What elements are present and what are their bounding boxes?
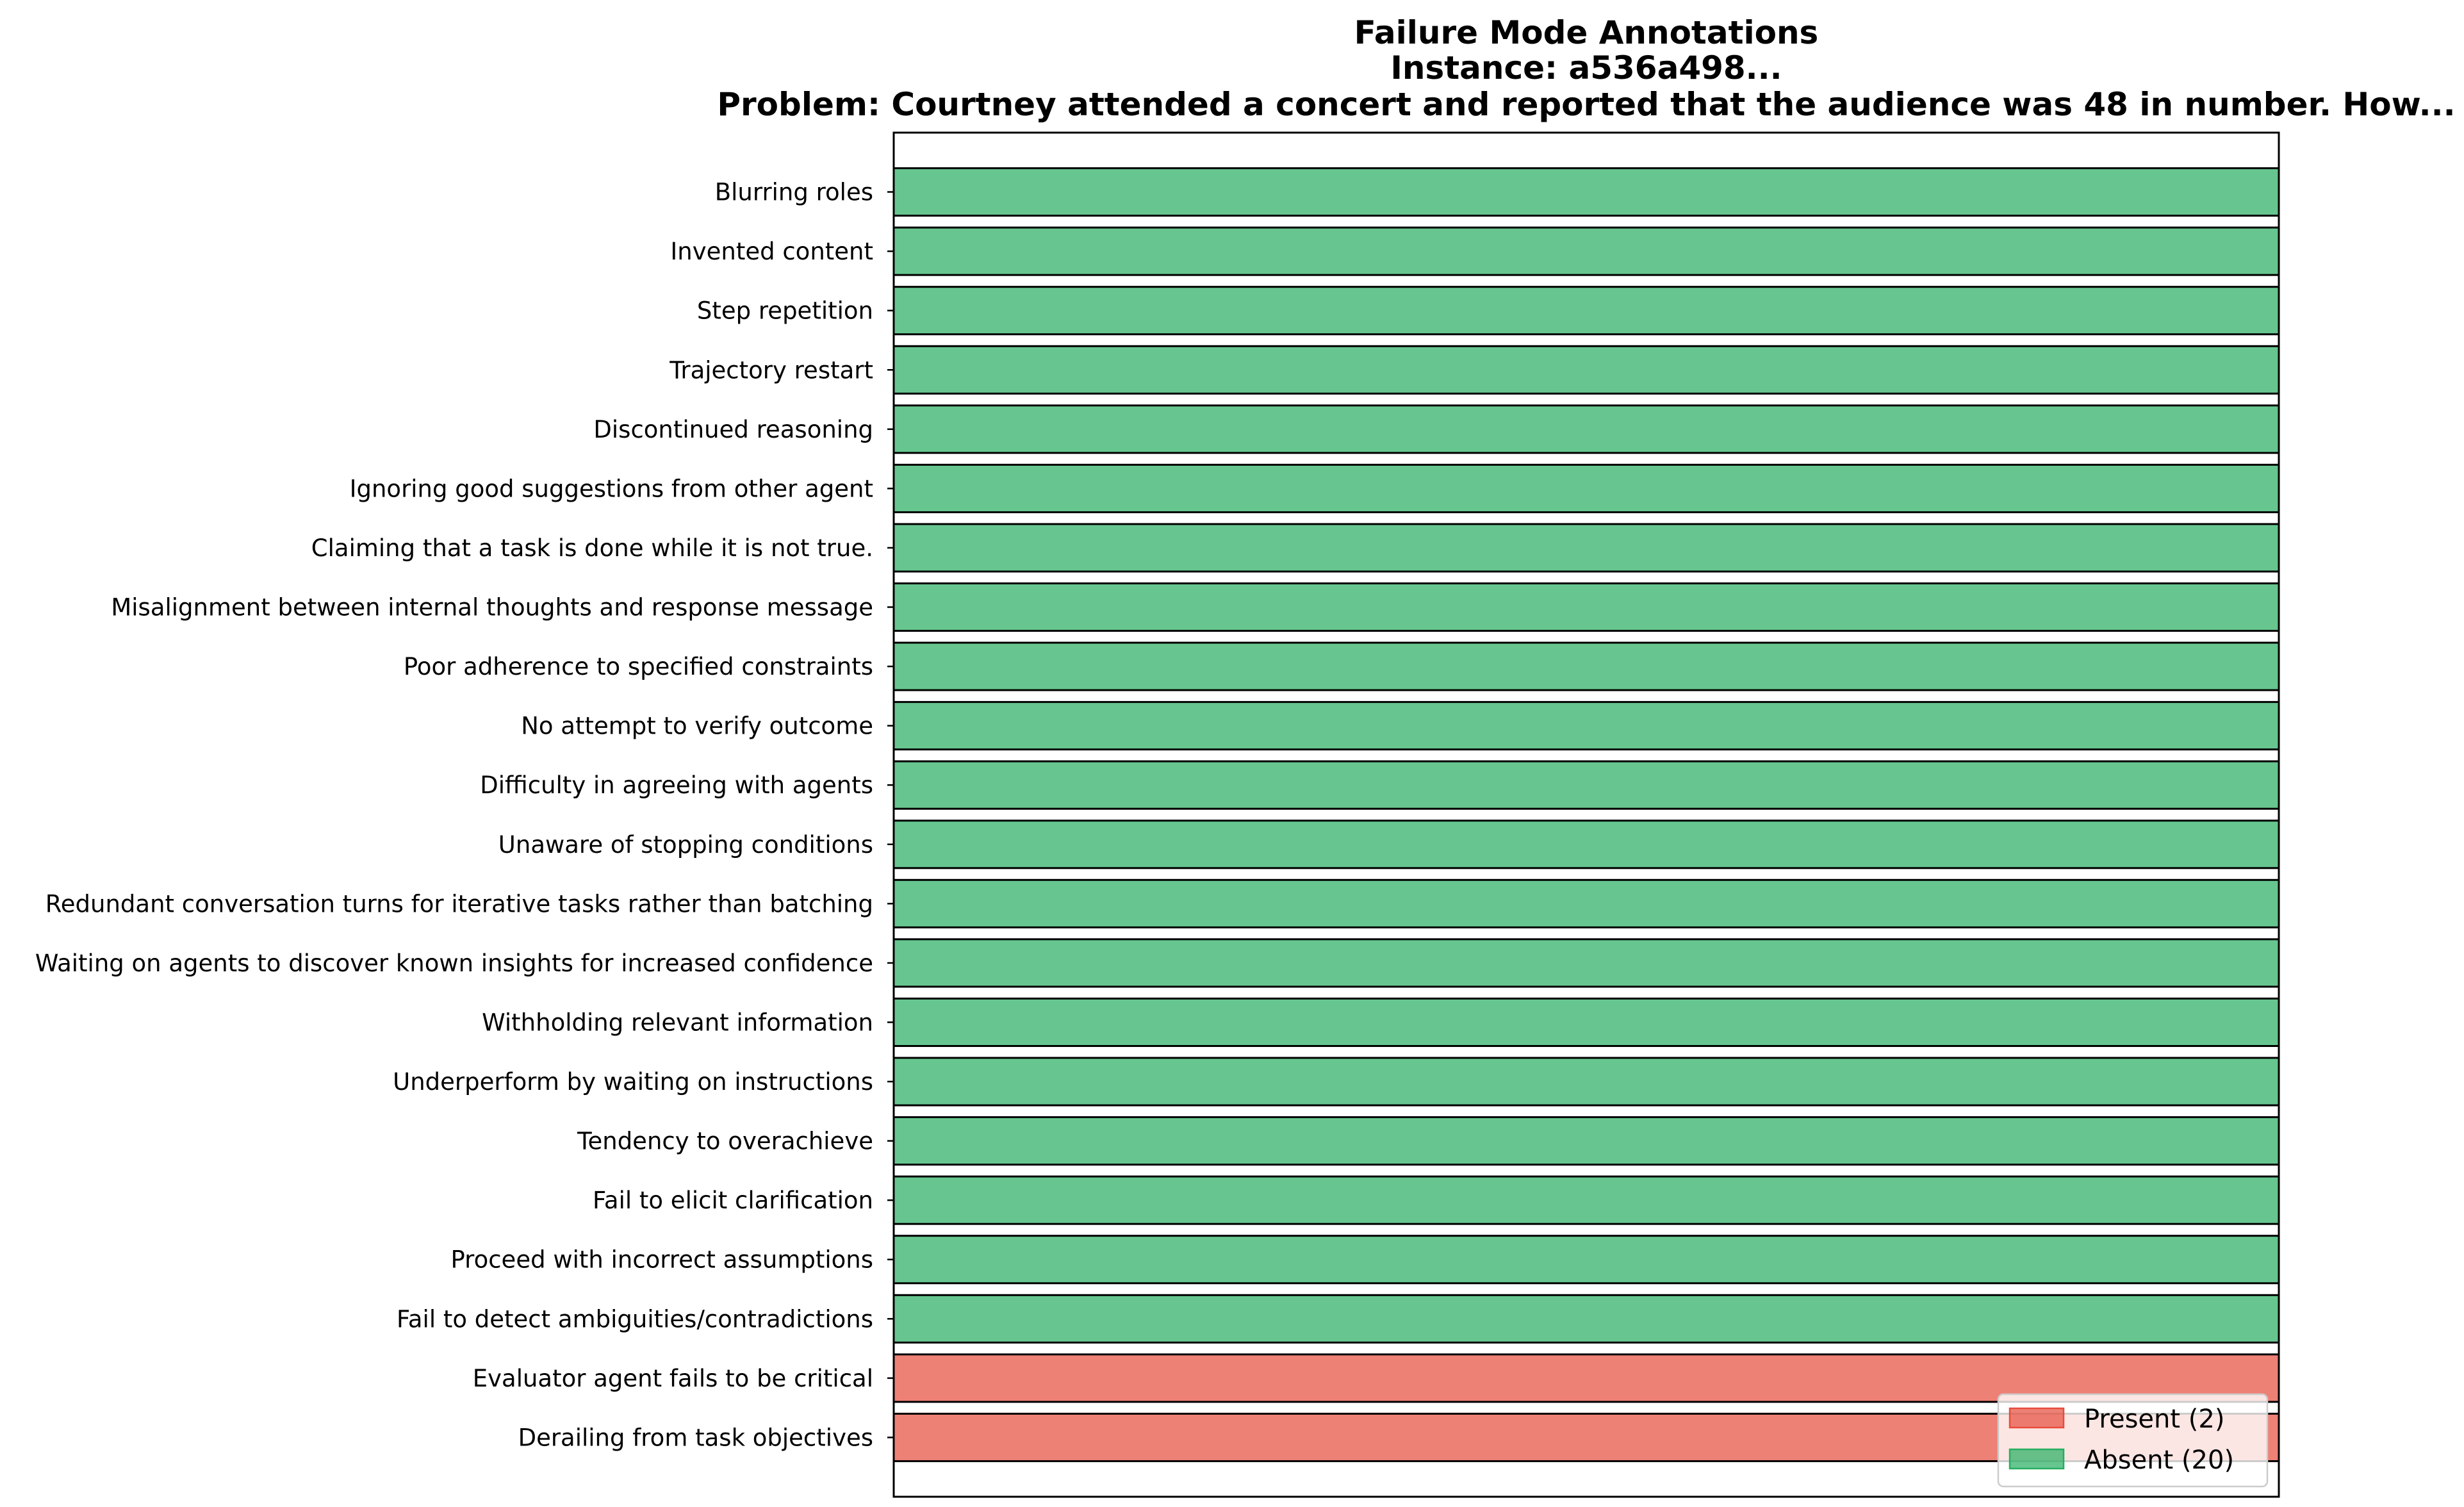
category-labels: Blurring roles Invented content Step repet…	[35, 179, 873, 1452]
y-tick-label: Poor adherence to specified constraints	[404, 653, 873, 680]
y-tick-label: Ignoring good suggestions from other age…	[350, 475, 873, 502]
bar-absent	[892, 878, 2280, 928]
y-tick-label: Claiming that a task is done while it is…	[311, 534, 873, 562]
title-line-2: Instance: a536a498...	[1390, 49, 1782, 86]
y-tick-label: Trajectory restart	[669, 356, 873, 384]
bar-absent	[892, 938, 2280, 988]
bar-absent	[892, 997, 2280, 1048]
y-tick-label: Proceed with incorrect assumptions	[451, 1246, 873, 1274]
bar-absent	[892, 1175, 2280, 1225]
y-tick-label: Redundant conversation turns for iterati…	[45, 890, 873, 918]
bar-absent	[892, 582, 2280, 632]
bar-absent	[892, 1116, 2280, 1166]
bar-absent	[892, 641, 2280, 691]
y-ticks	[887, 191, 894, 1438]
bar-absent	[892, 463, 2280, 513]
y-tick-label: Evaluator agent fails to be critical	[473, 1365, 873, 1392]
y-tick-label: Blurring roles	[715, 179, 873, 206]
y-tick-label: Unaware of stopping conditions	[498, 831, 873, 859]
y-tick-label: Invented content	[670, 238, 873, 265]
y-tick-label: Fail to detect ambiguities/contradiction…	[397, 1305, 873, 1333]
bar-absent	[892, 286, 2280, 336]
y-tick-label: No attempt to verify outcome	[521, 712, 873, 740]
bar-absent	[892, 523, 2280, 573]
legend-box	[1997, 1393, 2269, 1488]
bar-absent	[892, 1235, 2280, 1285]
bar-absent	[892, 1294, 2280, 1344]
y-tick-label: Step repetition	[697, 297, 873, 325]
title-line-3: Problem: Courtney attended a concert and…	[717, 86, 2455, 123]
y-tick-label: Withholding relevant information	[482, 1009, 873, 1036]
bar-absent	[892, 345, 2280, 395]
bar-absent	[892, 701, 2280, 751]
legend-swatch-absent	[2008, 1448, 2065, 1470]
y-tick-label: Tendency to overachieve	[577, 1128, 873, 1155]
legend: Present (2) Absent (20)	[1997, 1393, 2269, 1488]
y-tick-label: Difficulty in agreeing with agents	[480, 771, 873, 799]
y-tick-label: Misalignment between internal thoughts a…	[111, 594, 873, 622]
bar-absent	[892, 819, 2280, 869]
bars	[892, 167, 2280, 1462]
y-tick-label: Discontinued reasoning	[593, 416, 873, 443]
bar-absent	[892, 167, 2280, 217]
y-tick-label: Underperform by waiting on instructions	[393, 1068, 873, 1096]
bar-absent	[892, 404, 2280, 454]
bar-absent	[892, 226, 2280, 276]
plot-frame	[892, 131, 2280, 1498]
legend-label-present: Present (2)	[2084, 1404, 2224, 1434]
y-tick-label: Waiting on agents to discover known insi…	[35, 950, 873, 977]
y-tick-label: Fail to elicit clarification	[593, 1187, 873, 1214]
legend-label-absent: Absent (20)	[2084, 1445, 2234, 1475]
legend-swatch-present	[2008, 1407, 2065, 1429]
y-tick-label: Derailing from task objectives	[518, 1424, 873, 1451]
bar-absent	[892, 760, 2280, 810]
title-line-1: Failure Mode Annotations	[1354, 14, 1819, 51]
bar-absent	[892, 1057, 2280, 1107]
